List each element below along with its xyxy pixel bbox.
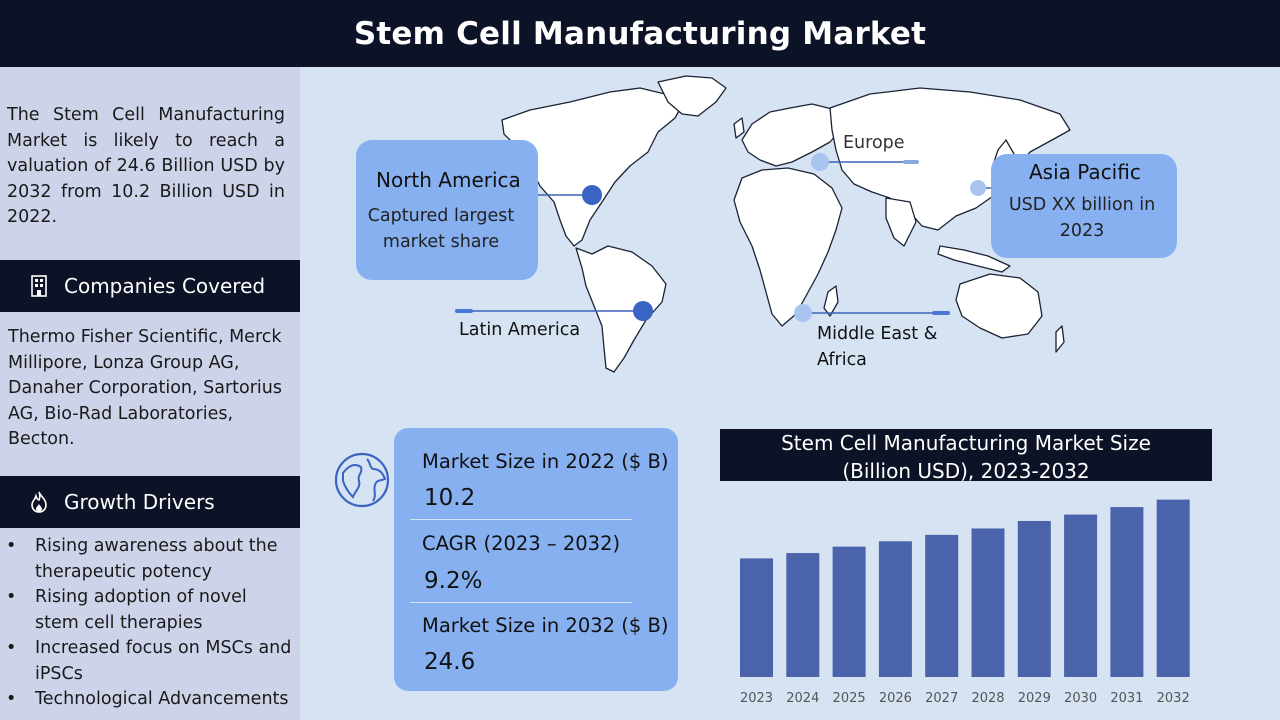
bar-2023	[740, 558, 773, 677]
bar-2031	[1110, 507, 1144, 677]
mea-dash	[932, 311, 950, 315]
metric-divider	[410, 519, 632, 520]
metrics-card: Market Size in 2022 ($ B) 10.2 CAGR (202…	[394, 428, 678, 691]
metric-label: CAGR (2023 – 2032)	[422, 532, 621, 555]
chart-title-line2: (Billion USD), 2023-2032	[842, 459, 1090, 483]
latin-america-label: Latin America	[459, 320, 581, 340]
asia-shape	[829, 87, 1071, 231]
asia-pacific-box	[991, 154, 1177, 258]
asia-pacific-title: Asia Pacific	[1029, 160, 1141, 184]
companies-header: Companies Covered	[0, 260, 300, 312]
drivers-heading: Growth Drivers	[64, 490, 215, 514]
metric-value: 9.2%	[424, 568, 483, 594]
north-america-note-line1: Captured largest	[367, 206, 515, 226]
bar-2026	[878, 541, 912, 677]
north-america-title: North America	[376, 168, 521, 192]
x-tick-label: 2025	[833, 691, 866, 706]
x-tick-label: 2024	[786, 691, 819, 706]
asia-pacific-note: USD XX billion in 2023	[1002, 192, 1162, 244]
north-america-note: Captured largest market share	[356, 203, 526, 255]
latin-america-marker	[633, 301, 653, 321]
north-america-box	[356, 140, 538, 280]
asia-pacific-marker	[970, 180, 986, 196]
globe-icon	[334, 452, 390, 508]
chart-title: Stem Cell Manufacturing Market Size (Bil…	[720, 429, 1212, 483]
companies-heading: Companies Covered	[64, 274, 266, 298]
chart-title-line1: Stem Cell Manufacturing Market Size	[781, 431, 1151, 455]
africa-shape	[733, 167, 843, 327]
india-shape	[885, 197, 917, 247]
new-zealand-shape	[1055, 325, 1065, 353]
x-tick-label: 2030	[1064, 691, 1097, 706]
market-summary: The Stem Cell Manufacturing Market is li…	[7, 105, 285, 227]
drivers-header: Growth Drivers	[0, 476, 300, 528]
asia-pacific-note-line2: 2023	[1059, 221, 1105, 241]
bar-2030	[1064, 514, 1098, 677]
metric-label: Market Size in 2032 ($ B)	[422, 614, 669, 637]
drivers-list: Rising awareness about the therapeutic p…	[6, 534, 296, 713]
x-tick-label: 2028	[971, 691, 1004, 706]
list-item: Rising adoption of novel stem cell thera…	[6, 585, 296, 636]
x-tick-label: 2032	[1157, 691, 1190, 706]
bar-chart: 2023 2024 2025 2026 2027 2028 2029 2030 2031 2032	[740, 499, 1190, 706]
flame-icon	[28, 491, 50, 513]
x-tick-label: 2029	[1018, 691, 1051, 706]
uk-shape	[733, 117, 745, 139]
north-america-note-line2: market share	[382, 232, 500, 252]
x-tick-label: 2023	[740, 691, 773, 706]
bar-2024	[786, 553, 820, 677]
metric-divider	[410, 602, 632, 603]
metric-value: 10.2	[424, 485, 476, 511]
list-item: Technological Advancements	[6, 687, 296, 713]
europe-label: Europe	[843, 133, 905, 153]
south-america-shape	[575, 245, 667, 373]
bar-2028	[971, 528, 1005, 677]
greenland-shape	[657, 75, 727, 117]
europe-marker	[811, 153, 829, 171]
mea-label-line1: Middle East &	[817, 324, 938, 344]
x-tick-label: 2031	[1110, 691, 1143, 706]
asia-pacific-note-line1: USD XX billion in	[1008, 195, 1156, 215]
mea-label: Middle East & Africa	[817, 321, 937, 373]
mea-label-line2: Africa	[817, 350, 867, 370]
mea-marker	[794, 304, 812, 322]
europe-dash	[903, 160, 919, 164]
list-item: Increased focus on MSCs and iPSCs	[6, 636, 296, 687]
madagascar-shape	[823, 285, 839, 317]
metric-label: Market Size in 2022 ($ B)	[422, 450, 669, 473]
x-tick-label: 2026	[879, 691, 912, 706]
list-item: Rising awareness about the therapeutic p…	[6, 534, 296, 585]
north-america-marker	[582, 185, 602, 205]
sidebar: The Stem Cell Manufacturing Market is li…	[0, 67, 300, 720]
x-tick-label: 2027	[925, 691, 958, 706]
bar-2032	[1156, 499, 1190, 677]
bar-2025	[832, 546, 866, 677]
metric-value: 24.6	[424, 649, 476, 675]
companies-list: Thermo Fisher Scientific, Merck Millipor…	[8, 327, 282, 449]
building-icon	[28, 275, 50, 297]
indonesia-shape	[937, 245, 1011, 273]
latin-america-dash	[455, 309, 473, 313]
bar-2027	[925, 534, 959, 677]
australia-shape	[955, 273, 1043, 339]
page-title: Stem Cell Manufacturing Market	[0, 0, 1280, 67]
bar-2029	[1017, 520, 1051, 677]
